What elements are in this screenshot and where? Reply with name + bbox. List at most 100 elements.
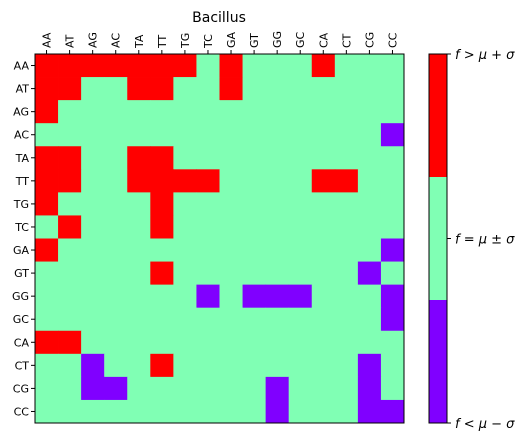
y-tick-label: GA [13, 244, 30, 257]
heatmap-cell-CT-CG [357, 353, 382, 378]
heatmap-cell-CA-TG [173, 330, 197, 355]
heatmap-cell-AG-TA [127, 100, 151, 124]
heatmap-cell-AC-TT [150, 123, 174, 147]
heatmap-cell-TG-CA [311, 192, 336, 216]
heatmap-cell-GG-AA [35, 284, 59, 309]
x-tick-label: TT [156, 34, 169, 49]
heatmap-cell-TC-TG [173, 215, 197, 239]
heatmap-cell-CG-TG [173, 376, 197, 401]
heatmap-cell-GG-TA [127, 284, 151, 309]
heatmap-cell-AT-GA [219, 77, 243, 101]
heatmap-cell-AA-GC [288, 54, 313, 78]
heatmap-cell-CC-CA [311, 399, 336, 424]
heatmap-cell-GC-CA [311, 307, 336, 332]
heatmap-cell-AA-CA [311, 54, 336, 78]
heatmap-cell-GA-TA [127, 238, 151, 262]
y-axis-ticks: AA AT AG AC TA TT TG TC GA GT GG GC CA CT CG CC [12, 60, 35, 418]
heatmap-cell-AC-GG [265, 123, 290, 147]
heatmap-cell-AG-CC [380, 100, 405, 124]
heatmap-cell-CT-GA [219, 353, 243, 378]
heatmap-cell-CG-TA [127, 376, 151, 401]
heatmap-cell-CT-TA [127, 353, 151, 378]
heatmap-cell-TA-GG [265, 146, 290, 170]
heatmap-cell-AG-GA [219, 100, 243, 124]
heatmap-cell-GG-AT [58, 284, 82, 309]
heatmap-cell-CA-CA [311, 330, 336, 355]
heatmap-cell-CT-GC [288, 353, 313, 378]
heatmap-cell-AG-AC [104, 100, 128, 124]
heatmap-cell-CA-AC [104, 330, 128, 355]
heatmap-cell-AA-AA [35, 54, 59, 78]
heatmap-cell-CC-AA [35, 399, 59, 424]
heatmap-cell-CA-AA [35, 330, 59, 355]
heatmap-cell-CT-AT [58, 353, 82, 378]
heatmap-cell-AC-CG [357, 123, 382, 147]
x-tick-label: GC [294, 31, 307, 48]
heatmap-cell-CG-CA [311, 376, 336, 401]
heatmap-cell-TA-CG [357, 146, 382, 170]
heatmap-cell-AA-CT [334, 54, 359, 78]
heatmap-cell-GC-TC [196, 307, 220, 332]
heatmap-cell-TC-GT [242, 215, 267, 239]
x-tick-label: AC [110, 33, 123, 48]
heatmap-cell-CC-AG [81, 399, 105, 424]
heatmap-cell-AC-AC [104, 123, 128, 147]
heatmap-cell-CA-CC [380, 330, 405, 355]
heatmap-cell-GG-CG [357, 284, 382, 309]
x-tick-label: AT [64, 34, 77, 48]
heatmap-cell-AC-AG [81, 123, 105, 147]
heatmap-cell-CC-CT [334, 399, 359, 424]
heatmap-cell-GT-TG [173, 261, 197, 286]
heatmap-cell-AG-GG [265, 100, 290, 124]
heatmap-cell-CA-TA [127, 330, 151, 355]
heatmap-cell-TG-GG [265, 192, 290, 216]
heatmap-cell-AT-TG [173, 77, 197, 101]
heatmap-cell-AT-CA [311, 77, 336, 101]
heatmap-cell-GT-CT [334, 261, 359, 286]
heatmap-cell-GT-GA [219, 261, 243, 286]
heatmap-cell-TT-AT [58, 169, 82, 193]
heatmap-cell-GC-AC [104, 307, 128, 332]
heatmap-cell-TA-CC [380, 146, 405, 170]
heatmap-cell-TC-TT [150, 215, 174, 239]
y-tick-label: GT [14, 267, 29, 280]
heatmap-cell-TT-TA [127, 169, 151, 193]
y-tick-label: AA [14, 60, 30, 73]
heatmap-cell-GA-AT [58, 238, 82, 262]
heatmap-cell-GA-TT [150, 238, 174, 262]
heatmap-cell-CA-AG [81, 330, 105, 355]
heatmap-cell-TG-CT [334, 192, 359, 216]
heatmap-cell-GG-TC [196, 284, 220, 309]
heatmap-cell-AT-AA [35, 77, 59, 101]
heatmap-cell-GG-CA [311, 284, 336, 309]
heatmap-cell-TT-GA [219, 169, 243, 193]
heatmap-cell-AA-AG [81, 54, 105, 78]
heatmap-cell-CA-GG [265, 330, 290, 355]
heatmap-cell-GC-TG [173, 307, 197, 332]
heatmap-cell-CA-CT [334, 330, 359, 355]
heatmap-cell-CC-CG [357, 399, 382, 424]
heatmap-cell-CA-GC [288, 330, 313, 355]
heatmap-cell-TA-TT [150, 146, 174, 170]
heatmap-cell-TG-AA [35, 192, 59, 216]
heatmap-cell-CG-GT [242, 376, 267, 401]
heatmap-cell-AC-CT [334, 123, 359, 147]
heatmap-cell-CG-CG [357, 376, 382, 401]
heatmap-cell-CC-GA [219, 399, 243, 424]
heatmap-cell-TT-TC [196, 169, 220, 193]
heatmap-cell-CA-CG [357, 330, 382, 355]
heatmap-cell-CG-AC [104, 376, 128, 401]
heatmap-cell-AG-TC [196, 100, 220, 124]
y-tick-label: AT [16, 83, 30, 96]
heatmap-cell-CT-AA [35, 353, 59, 378]
heatmap-cell-CC-GT [242, 399, 267, 424]
heatmap-cell-AT-GG [265, 77, 290, 101]
heatmap-cell-CT-CT [334, 353, 359, 378]
heatmap-cell-GG-CT [334, 284, 359, 309]
heatmap-cell-AG-AA [35, 100, 59, 124]
heatmap-cell-TA-GA [219, 146, 243, 170]
heatmap-cell-TA-AC [104, 146, 128, 170]
x-tick-label: TC [202, 34, 215, 49]
heatmap-cells [35, 54, 405, 424]
